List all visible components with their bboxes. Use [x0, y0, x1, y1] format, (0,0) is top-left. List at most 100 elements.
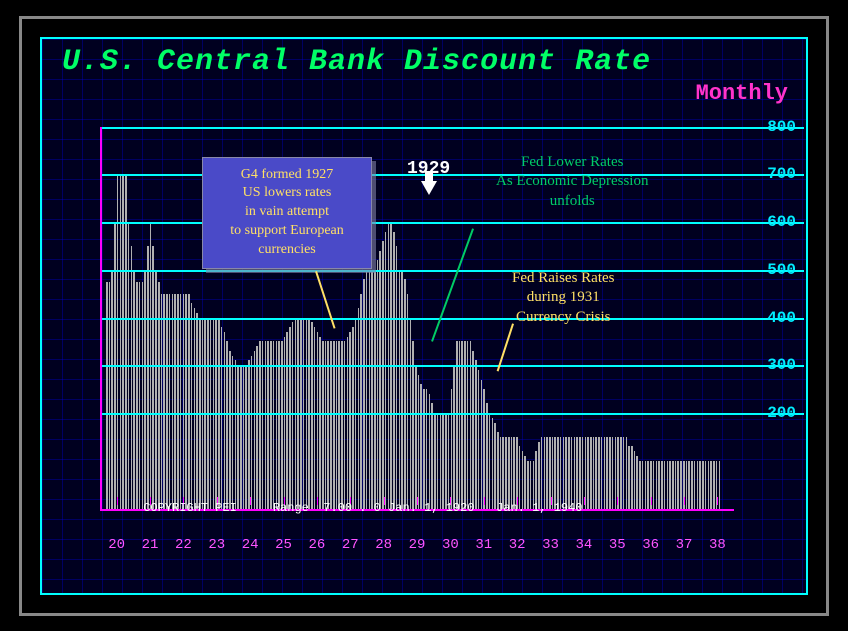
- chart-subtitle: Monthly: [696, 81, 788, 106]
- bar: [347, 337, 349, 509]
- bar: [311, 322, 313, 508]
- bar: [626, 437, 628, 509]
- bar: [634, 451, 636, 508]
- bar: [120, 174, 122, 508]
- bar: [699, 461, 701, 509]
- x-tick-label: 28: [367, 537, 400, 553]
- bar: [710, 461, 712, 509]
- bar: [639, 461, 641, 509]
- bar: [117, 174, 119, 508]
- bar: [705, 461, 707, 509]
- bar: [358, 308, 360, 509]
- bar: [292, 322, 294, 508]
- range-text: Range 7.00 . 0 Jan. 1, 1920 Jan. 1, 1940: [273, 501, 583, 515]
- bar: [125, 174, 127, 508]
- bar: [612, 437, 614, 509]
- bar: [609, 437, 611, 509]
- bar: [196, 313, 198, 509]
- footer-text: COPYRIGHT PEI Range 7.00 . 0 Jan. 1, 192…: [100, 487, 583, 529]
- x-tick-label: 35: [601, 537, 634, 553]
- bar: [628, 446, 630, 508]
- bar: [691, 461, 693, 509]
- arrow-down-icon: [421, 181, 437, 195]
- bar: [314, 327, 316, 508]
- y-tick-label: 400: [767, 309, 796, 327]
- callout-line: US lowers rates: [215, 184, 359, 203]
- bar: [595, 437, 597, 509]
- bar: [194, 308, 196, 509]
- bar: [664, 461, 666, 509]
- bar: [144, 270, 146, 509]
- x-tick-label: 36: [634, 537, 667, 553]
- bar: [131, 246, 133, 509]
- y-tick-label: 200: [767, 404, 796, 422]
- bar: [169, 294, 171, 509]
- bar: [656, 461, 658, 509]
- x-tick-label: 30: [434, 537, 467, 553]
- bar: [254, 351, 256, 509]
- bar: [177, 294, 179, 509]
- bar: [379, 251, 381, 509]
- bar: [590, 437, 592, 509]
- bar: [289, 327, 291, 508]
- x-tick-label: 33: [534, 537, 567, 553]
- annotation-line: unfolds: [496, 192, 648, 212]
- bar: [349, 332, 351, 509]
- bar: [642, 461, 644, 509]
- bar: [593, 437, 595, 509]
- x-tick-label: 29: [400, 537, 433, 553]
- bar: [188, 294, 190, 509]
- callout-line: currencies: [215, 241, 359, 260]
- bar: [158, 282, 160, 509]
- bar: [172, 294, 174, 509]
- bar: [677, 461, 679, 509]
- x-tick-label: 31: [467, 537, 500, 553]
- bar: [667, 461, 669, 509]
- gridline: [102, 413, 804, 415]
- bar: [106, 282, 108, 509]
- bar: [139, 282, 141, 509]
- x-tick-label: 24: [234, 537, 267, 553]
- outer-frame: U.S. Central Bank Discount Rate Monthly …: [19, 16, 829, 616]
- bar: [385, 232, 387, 509]
- bar: [688, 461, 690, 509]
- bar: [229, 351, 231, 509]
- bar: [631, 446, 633, 508]
- bar: [185, 294, 187, 509]
- chart-title: U.S. Central Bank Discount Rate: [62, 45, 651, 79]
- callout-g4-1927: G4 formed 1927US lowers ratesin vain att…: [202, 157, 372, 269]
- bar: [111, 270, 113, 509]
- bar: [702, 461, 704, 509]
- annotation-fed-raise: Fed Raises Ratesduring 1931Currency Cris…: [512, 269, 615, 328]
- bar: [161, 294, 163, 509]
- bar: [645, 461, 647, 509]
- bar: [407, 294, 409, 509]
- y-tick-label: 500: [767, 261, 796, 279]
- annotation-fed-lower: Fed Lower RatesAs Economic Depressionunf…: [496, 153, 648, 212]
- y-tick-label: 800: [767, 118, 796, 136]
- bar: [404, 279, 406, 508]
- bar: [713, 461, 715, 509]
- bar: [369, 270, 371, 509]
- bar: [401, 270, 403, 509]
- chart-panel: U.S. Central Bank Discount Rate Monthly …: [40, 37, 808, 595]
- annotation-line: Fed Lower Rates: [496, 153, 648, 173]
- bar: [615, 437, 617, 509]
- bar: [399, 270, 401, 509]
- callout-line: G4 formed 1927: [215, 166, 359, 185]
- bar: [147, 246, 149, 509]
- x-tick-label: 22: [167, 537, 200, 553]
- bar: [604, 437, 606, 509]
- bar: [256, 346, 258, 508]
- bar: [136, 282, 138, 509]
- annotation-line: Currency Crisis: [512, 308, 615, 328]
- x-axis: 20212223242526272829303132333435363738: [100, 537, 734, 553]
- annotation-line: As Economic Depression: [496, 172, 648, 192]
- gridline: [102, 365, 804, 367]
- gridline: [102, 318, 804, 320]
- bar: [672, 461, 674, 509]
- bar: [180, 294, 182, 509]
- bar: [317, 332, 319, 509]
- bar: [620, 437, 622, 509]
- annotation-line: Fed Raises Rates: [512, 269, 615, 289]
